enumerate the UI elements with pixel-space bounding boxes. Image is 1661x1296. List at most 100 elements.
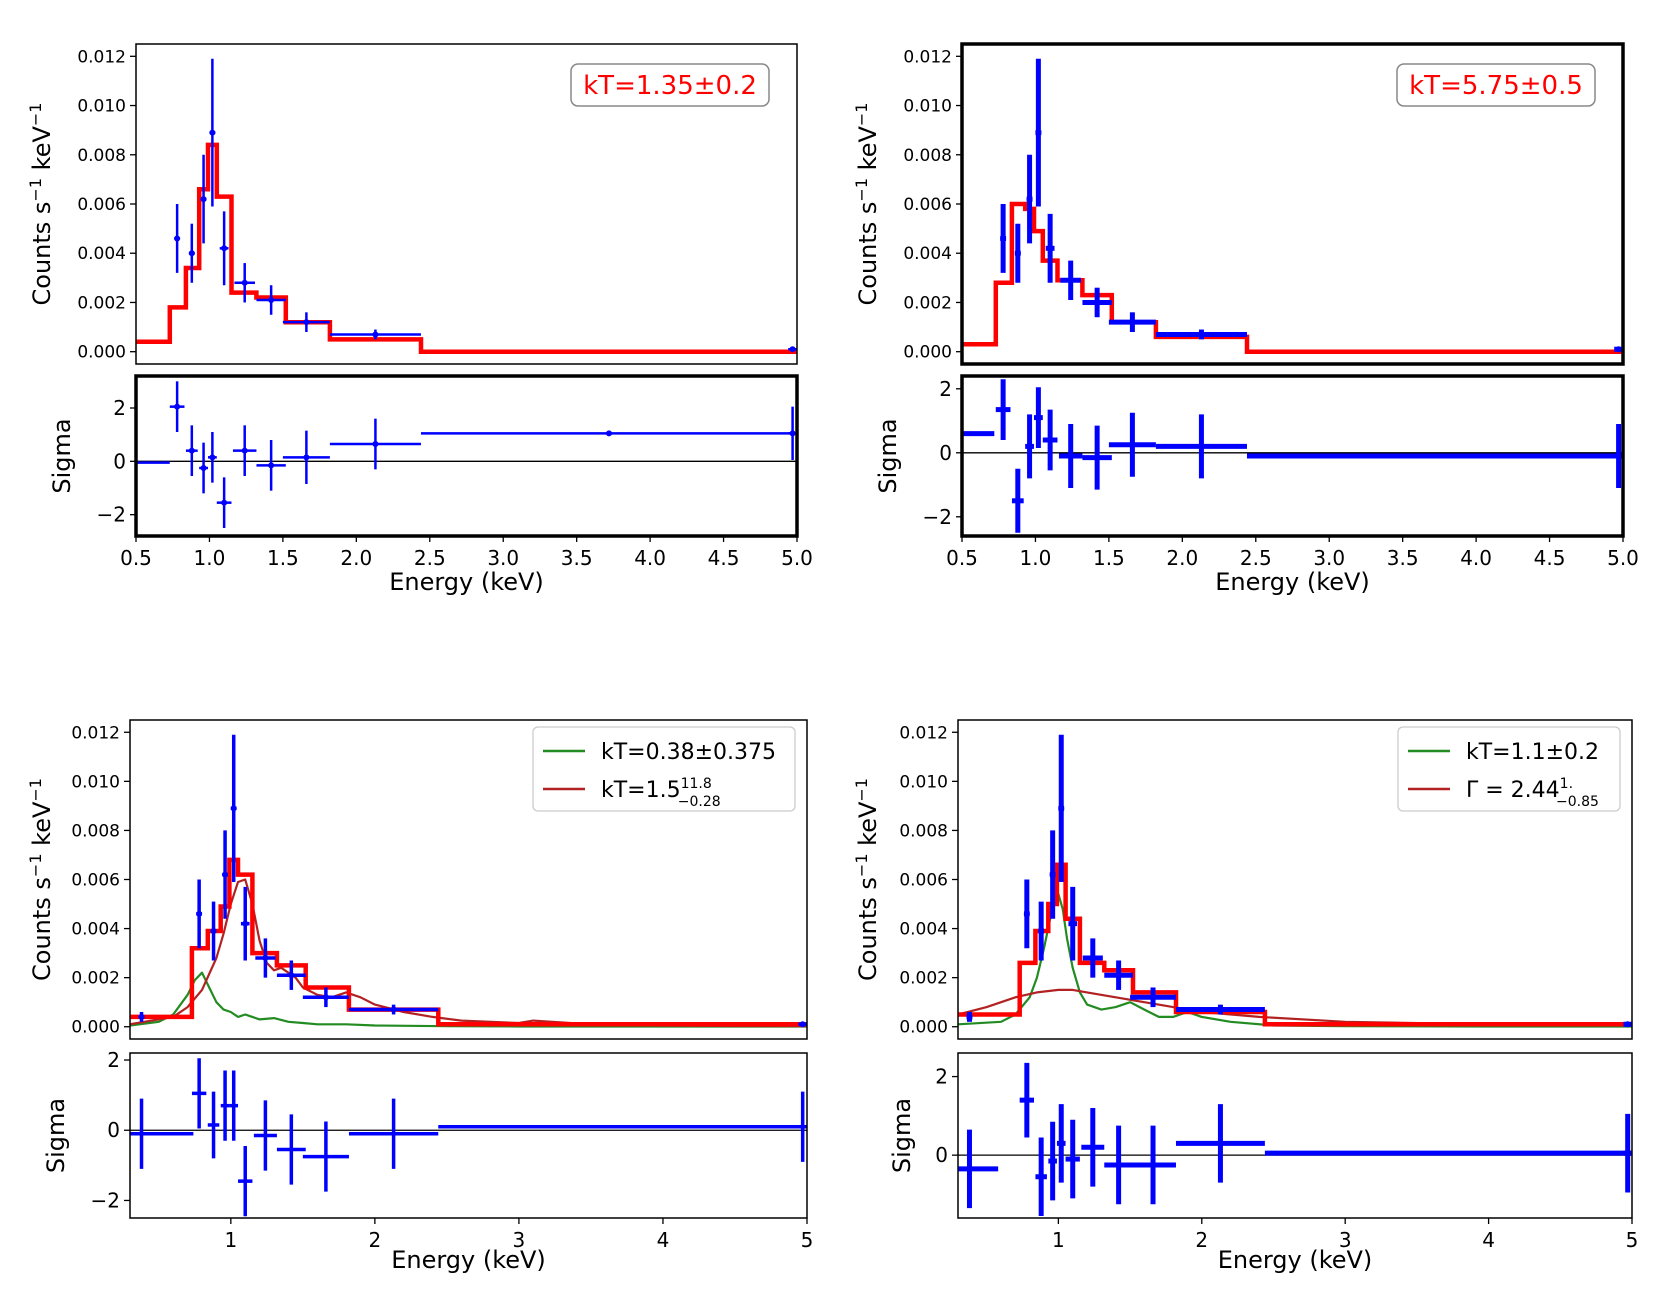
data-point: [222, 830, 229, 919]
y-tick-label: 0.012: [903, 47, 952, 67]
data-point: [200, 154, 207, 244]
data-point: [348, 1004, 439, 1015]
residual-tick-label: 2: [107, 1048, 120, 1072]
x-tick-label: 3: [1339, 1228, 1352, 1252]
data-point: [1023, 879, 1030, 949]
residual-point: [229, 1070, 239, 1141]
legend-sub: −0.85: [1556, 794, 1599, 810]
data-point: [788, 346, 797, 353]
data-marker: [262, 955, 269, 962]
data-marker: [1000, 235, 1007, 242]
x-tick-label: 4.5: [1534, 546, 1566, 570]
residual-point: [130, 1098, 194, 1169]
y-tick-label: 0.004: [899, 920, 948, 940]
residual-point: [1042, 409, 1058, 471]
residual-y-label: Sigma: [888, 1098, 916, 1173]
residual-point: [276, 1114, 306, 1185]
data-point: [1155, 329, 1247, 340]
y-axis-label: Counts s−1 keV−1: [852, 103, 882, 306]
residual-point: [958, 1129, 999, 1209]
legend-label-text: kT=0.38±0.375: [601, 740, 776, 765]
data-point: [219, 211, 229, 286]
x-tick-label: 2.0: [340, 546, 372, 570]
residual-tick-label: −2: [97, 503, 126, 527]
data-marker: [372, 441, 379, 447]
x-tick-label: 2: [369, 1228, 382, 1252]
data-marker: [242, 920, 249, 927]
main-plot-area: [130, 734, 807, 1028]
data-point: [1082, 287, 1112, 318]
y-tick-label: 0.006: [899, 871, 948, 891]
x-tick-label: 1.5: [1093, 546, 1125, 570]
y-tick-label: 0.012: [77, 47, 126, 67]
x-tick-label: 2.5: [414, 546, 446, 570]
residual-axes-frame: [129, 1052, 808, 1219]
legend: kT=1.1±0.2 Γ = 2.441. −0.85: [1397, 726, 1621, 812]
annotation-box: [1396, 63, 1596, 107]
residual-point: [798, 1091, 807, 1162]
data-point: [1068, 886, 1078, 961]
y-tick-label: 0.000: [71, 1018, 120, 1038]
legend-frame: [1397, 726, 1621, 812]
data-point: [1045, 213, 1055, 283]
legend-label: Γ = 2.441. −0.85: [1466, 776, 1599, 810]
residual-axes-frame: [134, 374, 799, 538]
data-marker: [210, 928, 217, 935]
residual-tick-label: 0: [939, 441, 952, 465]
y-label-sup: −1: [26, 103, 45, 127]
data-marker: [1129, 319, 1136, 326]
residual-point: [1056, 1104, 1066, 1183]
residual-tick-label: −2: [923, 505, 952, 529]
data-point: [255, 938, 276, 978]
x-tick-label: 1.0: [194, 546, 226, 570]
data-marker: [268, 462, 275, 469]
y-tick-label: 0.006: [77, 195, 126, 215]
y-tick-label: 0.008: [903, 146, 952, 166]
x-tick-label: 1: [1052, 1228, 1065, 1252]
y-tick-label: 0.002: [899, 969, 948, 989]
y-label-sup: −1: [852, 103, 871, 127]
data-point: [174, 204, 181, 273]
data-marker: [1094, 299, 1101, 306]
y-tick-label: 0.006: [71, 871, 120, 891]
residual-tick-label: 0: [935, 1143, 948, 1167]
data-marker: [1038, 928, 1045, 935]
model-step-line: [958, 862, 1632, 1027]
residual-axes-frame: [960, 374, 1625, 538]
x-axis-label: Energy (keV): [389, 568, 544, 596]
chart-panel-bottom-right: 0.000 0.002 0.004 0.006 0.008 0.010 0.012 Count…: [852, 719, 1638, 1274]
y-label-part: keV: [854, 801, 882, 853]
data-marker: [209, 129, 216, 136]
data-point: [256, 285, 286, 315]
residual-point: [1033, 387, 1043, 448]
y-tick-label: 0.000: [899, 1018, 948, 1038]
data-point: [798, 1021, 807, 1028]
data-marker: [966, 1013, 973, 1020]
data-point: [1060, 260, 1081, 300]
residual-point: [1155, 414, 1247, 479]
data-marker: [138, 1013, 145, 1020]
legend-label: kT=1.511.8 −0.28: [601, 776, 721, 810]
data-marker: [200, 196, 207, 203]
residual-y-label: Sigma: [874, 418, 902, 493]
y-label-part: keV: [28, 801, 56, 853]
y-label-sup: −1: [26, 853, 45, 877]
residual-point: [1065, 1119, 1080, 1199]
data-marker: [789, 430, 796, 437]
y-tick-label: 0.002: [903, 293, 952, 313]
y-tick-label: 0.010: [71, 772, 120, 792]
component-curve-comp1: [958, 893, 1632, 1028]
residual-point: [1082, 425, 1112, 490]
data-marker: [230, 805, 237, 812]
residual-point: [348, 1098, 439, 1169]
legend-sup: 1.: [1560, 776, 1573, 792]
y-tick-label: 0.004: [903, 244, 952, 264]
chart-panel-top-right: 0.000 0.002 0.004 0.006 0.008 0.010 0.012 Count…: [852, 42, 1639, 596]
y-tick-label: 0.008: [899, 821, 948, 841]
data-marker: [372, 331, 379, 338]
main-plot-area: [962, 58, 1623, 354]
legend: kT=0.38±0.375 kT=1.511.8 −0.28: [532, 726, 796, 812]
y-label-part: Counts s: [28, 877, 56, 981]
residual-point: [420, 430, 797, 437]
data-marker: [1624, 1021, 1631, 1028]
